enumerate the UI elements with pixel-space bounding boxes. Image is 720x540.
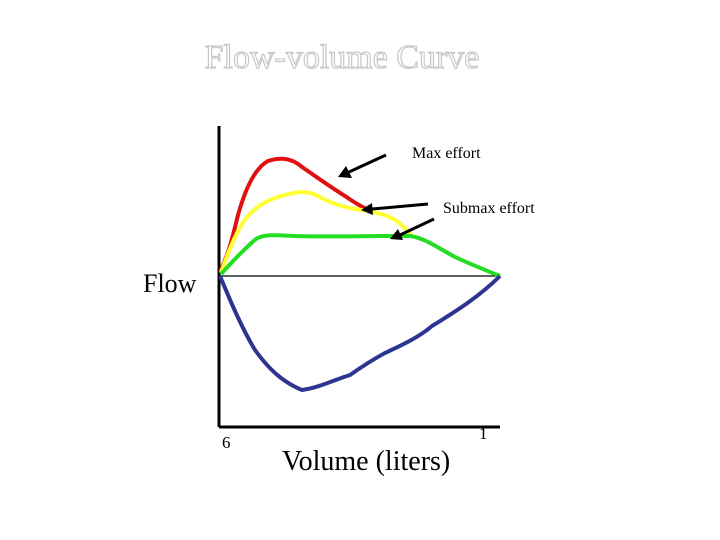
x-tick-right: 1 [479,424,488,443]
max-effort-curve [218,156,375,273]
submax-effort-curve [219,190,414,274]
submax-effort-arrow-1 [361,202,429,215]
third-effort-curve [219,233,501,278]
volume-axis-label: Volume (liters) [282,446,450,477]
page-title: Flow-volume Curve [205,39,480,76]
submax-effort-arrow-2 [390,217,435,240]
max-effort-label: Max effort [412,145,481,162]
inspiratory-curve [218,274,502,392]
submax-effort-label: Submax effort [443,200,535,217]
x-tick-left: 6 [222,433,231,452]
max-effort-arrow [338,153,387,178]
flow-axis-label: Flow [143,269,197,298]
